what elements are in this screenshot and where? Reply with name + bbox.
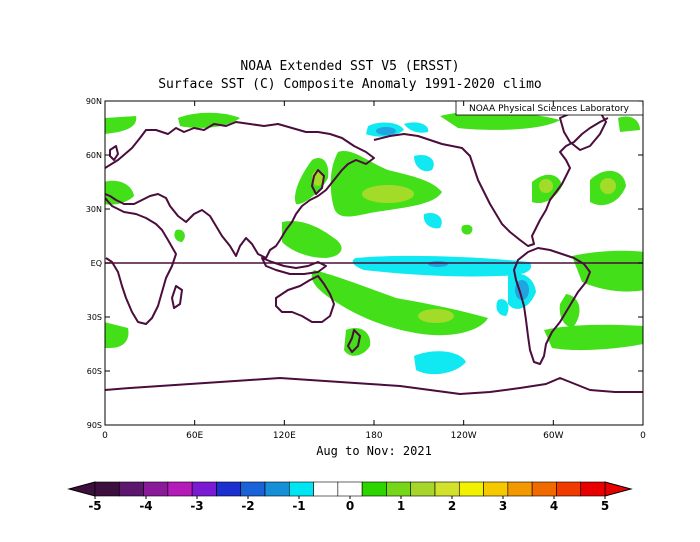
anomaly-fields (105, 111, 643, 375)
warm-south-atlantic (544, 324, 643, 351)
warm-arctic-canada (440, 111, 560, 130)
south-america-coastline (513, 247, 591, 365)
coastlines (105, 109, 643, 395)
colorbar-low-arrow (67, 481, 96, 497)
colorbar-bin (483, 481, 509, 497)
colorbar-bin (118, 481, 144, 497)
credit-label: NOAA Physical Sciences Laboratory (469, 104, 630, 114)
strong-warm-us-east-coast (539, 179, 553, 193)
colorbar-label: 1 (397, 499, 405, 513)
colorbar-bin (264, 481, 290, 497)
warm-europe (105, 180, 134, 205)
warm-north-pacific (330, 151, 442, 217)
warm-west-pacific (282, 220, 342, 258)
colorbar-bin (410, 481, 436, 497)
y-tick-label: 60N (86, 151, 102, 160)
x-tick-label: 60W (543, 431, 563, 441)
y-tick-label: 60S (87, 367, 102, 376)
colorbar-bin (386, 481, 412, 497)
eurasia-coastline (105, 121, 375, 259)
chart-title: NOAA Extended SST V5 (ERSST) (240, 59, 460, 74)
antarctica-coastline (105, 377, 643, 395)
new-zealand-coastline (347, 329, 361, 353)
y-tick-label: 90N (86, 97, 102, 106)
colorbar-label: -4 (139, 499, 152, 513)
madagascar-coastline (171, 285, 183, 309)
y-tick-label: 30S (87, 313, 102, 322)
cold-east-pacific (423, 212, 442, 229)
colorbar-bin (288, 481, 314, 497)
colorbar-bin (191, 481, 217, 497)
strong-cold-bering (376, 127, 396, 135)
cold-chile-coast (496, 299, 509, 316)
colorbar-bin (434, 481, 460, 497)
warm-brazil (559, 294, 580, 327)
colorbar-bin (94, 481, 120, 497)
x-tick-label: 0 (640, 431, 646, 441)
cold-north-pacific (414, 154, 434, 172)
strong-warm-sw-pacific (418, 309, 454, 323)
axis-ticks: 0 60E 120E 180 120W 60W 0 90N 60N 30N EQ 30S 60S 90S (86, 97, 646, 441)
colorbar-bin (216, 481, 242, 497)
colorbar-bins (67, 481, 633, 497)
x-tick-label: 60E (186, 431, 203, 441)
warm-arctic-atlantic (105, 116, 137, 134)
credit-box (455, 100, 644, 116)
warm-anomaly-regions (105, 111, 643, 356)
colorbar-bin (167, 481, 193, 497)
north-america-coastline (373, 117, 609, 247)
colorbar-label: 4 (550, 499, 558, 513)
australia-coastline (275, 275, 335, 323)
x-tick-label: 120E (273, 431, 296, 441)
colorbar-label: -5 (88, 499, 101, 513)
colorbar-bin (507, 481, 533, 497)
chart-subtitle: Surface SST (C) Composite Anomaly 1991-2… (158, 77, 542, 92)
x-tick-label: 0 (102, 431, 108, 441)
colorbar-bin (361, 481, 387, 497)
warm-tropical-atlantic (572, 250, 643, 292)
warm-south-indian (105, 322, 129, 348)
period-label: Aug to Nov: 2021 (316, 444, 432, 458)
warm-svalbard (618, 116, 640, 132)
colorbar-label: 0 (346, 499, 354, 513)
x-tick-label: 120W (451, 431, 477, 441)
warm-kuroshio (294, 158, 329, 205)
colorbar-label: -2 (241, 499, 254, 513)
colorbar-label: 5 (601, 499, 609, 513)
maritime-continent-coastline (261, 257, 327, 275)
colorbar-bin (313, 481, 339, 497)
colorbar-bin (458, 481, 484, 497)
colorbar-bin (580, 481, 606, 497)
colorbar-labels: -5 -4 -3 -2 -1 0 1 2 3 4 5 (88, 496, 609, 513)
y-tick-label: 90S (87, 421, 102, 430)
warm-mexico (461, 224, 473, 235)
colorbar-label: 3 (499, 499, 507, 513)
x-tick-label: 180 (365, 431, 382, 441)
colorbar-label: 2 (448, 499, 456, 513)
warm-arctic-barents (178, 112, 240, 128)
colorbar-bin (337, 481, 363, 497)
colorbar-high-arrow (604, 481, 633, 497)
strong-warm-north-atlantic (600, 178, 616, 194)
y-tick-label: 30N (86, 205, 102, 214)
africa-coastline (105, 197, 177, 325)
colorbar-bin (556, 481, 582, 497)
colorbar-bin (143, 481, 169, 497)
japan-coastline (311, 169, 325, 195)
cold-arctic-alaska (404, 122, 429, 133)
cold-southern-ocean (414, 351, 466, 375)
warm-arabian (174, 229, 185, 242)
colorbar-bin (531, 481, 557, 497)
strong-warm-north-pacific (362, 185, 414, 203)
y-tick-label: EQ (91, 259, 102, 268)
colorbar-bin (240, 481, 266, 497)
colorbar-label: -1 (292, 499, 305, 513)
colorbar-label: -3 (190, 499, 203, 513)
